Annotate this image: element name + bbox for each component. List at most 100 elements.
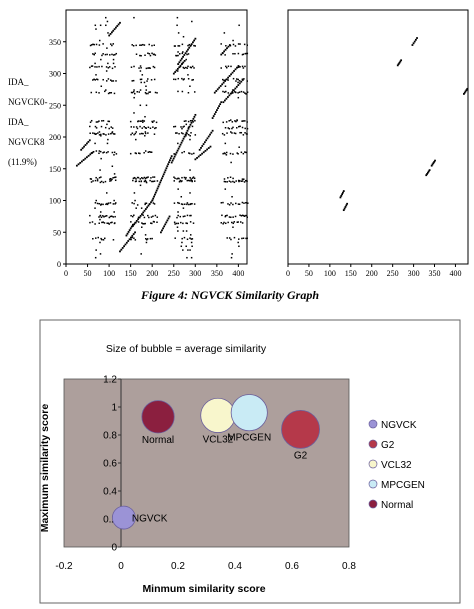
similarity-point — [431, 163, 434, 166]
bubble-label: Normal — [142, 435, 174, 446]
similarity-point — [176, 149, 179, 152]
similarity-point — [227, 79, 229, 81]
similarity-point — [232, 126, 234, 129]
y-tick-label: 1 — [111, 403, 117, 414]
similarity-point — [227, 92, 230, 94]
similarity-point — [95, 249, 97, 251]
similarity-point — [164, 169, 167, 172]
y-tick-label: 0.8 — [103, 431, 117, 442]
similarity-point — [226, 237, 228, 239]
similarity-point — [131, 234, 134, 237]
similarity-point — [179, 64, 182, 67]
similarity-point — [215, 90, 218, 92]
similarity-point — [135, 126, 138, 128]
similarity-point — [466, 87, 469, 90]
similarity-point — [239, 131, 241, 134]
similarity-point — [141, 222, 143, 224]
similarity-point — [223, 221, 225, 224]
similarity-point — [189, 45, 192, 47]
similarity-point — [433, 160, 436, 163]
similarity-point — [182, 215, 185, 218]
left-graph-axes: 0 50 100 150 200 250 300 350 400 0 50 100 150 200 250 3… — [49, 38, 244, 278]
similarity-point — [226, 181, 228, 183]
similarity-point — [146, 238, 149, 240]
similarity-point — [188, 46, 191, 49]
similarity-point — [105, 215, 108, 217]
similarity-point — [245, 214, 247, 217]
similarity-point — [224, 180, 227, 183]
similarity-point — [190, 238, 193, 240]
similarity-point — [131, 215, 134, 218]
similarity-point — [147, 52, 149, 54]
similarity-point — [149, 54, 152, 57]
similarity-point — [143, 223, 145, 225]
similarity-point — [232, 153, 234, 155]
similarity-point — [218, 105, 220, 108]
similarity-point — [145, 104, 148, 107]
similarity-point — [113, 222, 116, 225]
similarity-point — [112, 29, 115, 32]
similarity-point — [230, 238, 232, 241]
similarity-point — [187, 53, 190, 55]
similarity-point — [342, 191, 344, 194]
similarity-point — [177, 45, 179, 47]
similarity-point — [157, 185, 160, 188]
similarity-point — [186, 132, 188, 135]
similarity-point — [227, 203, 229, 205]
similarity-point — [112, 239, 115, 241]
similarity-point — [190, 66, 193, 69]
similarity-point — [98, 202, 100, 205]
similarity-point — [145, 181, 148, 184]
similarity-point — [243, 202, 245, 204]
similarity-point — [158, 183, 161, 186]
similarity-point — [145, 67, 148, 70]
similarity-point — [89, 44, 92, 47]
similarity-point — [191, 179, 193, 182]
similarity-point — [100, 125, 103, 128]
bubble-y-axis-label: Maximum similarity score — [39, 404, 51, 533]
similarity-point — [192, 78, 194, 81]
similarity-point — [189, 85, 191, 87]
similarity-point — [186, 203, 188, 206]
similarity-point — [135, 220, 138, 222]
similarity-point — [175, 55, 178, 57]
similarity-point — [185, 133, 187, 136]
similarity-point — [426, 173, 428, 175]
similarity-point — [185, 222, 187, 224]
similarity-point — [220, 101, 223, 104]
similarity-point — [174, 153, 176, 155]
similarity-point — [128, 238, 131, 241]
similarity-point — [222, 52, 224, 55]
similarity-point — [224, 215, 227, 218]
similarity-point — [111, 80, 113, 82]
similarity-point — [153, 53, 155, 55]
similarity-point — [237, 65, 240, 67]
similarity-point — [139, 89, 142, 91]
legend-label: VCL32 — [381, 460, 412, 471]
similarity-point — [176, 226, 179, 228]
similarity-point — [155, 127, 157, 129]
similarity-point — [94, 207, 96, 209]
similarity-point — [236, 127, 238, 129]
similarity-point — [197, 155, 200, 158]
similarity-point — [181, 203, 184, 206]
similarity-point — [153, 133, 156, 135]
similarity-point — [230, 131, 232, 133]
similarity-point — [105, 203, 107, 206]
similarity-point — [149, 237, 152, 240]
similarity-point — [182, 132, 184, 135]
similarity-point — [185, 58, 187, 61]
similarity-point — [238, 238, 240, 240]
similarity-point — [99, 218, 101, 221]
similarity-point — [245, 201, 247, 204]
similarity-point — [148, 43, 150, 46]
similarity-point — [187, 48, 189, 51]
similarity-point — [133, 223, 136, 226]
x-tick-label: 300 — [189, 269, 201, 278]
similarity-point — [223, 32, 226, 34]
similarity-point — [233, 132, 236, 134]
similarity-point — [94, 62, 96, 65]
similarity-point — [181, 241, 183, 244]
similarity-point — [98, 44, 101, 46]
bubble-chart-frame — [39, 319, 461, 604]
